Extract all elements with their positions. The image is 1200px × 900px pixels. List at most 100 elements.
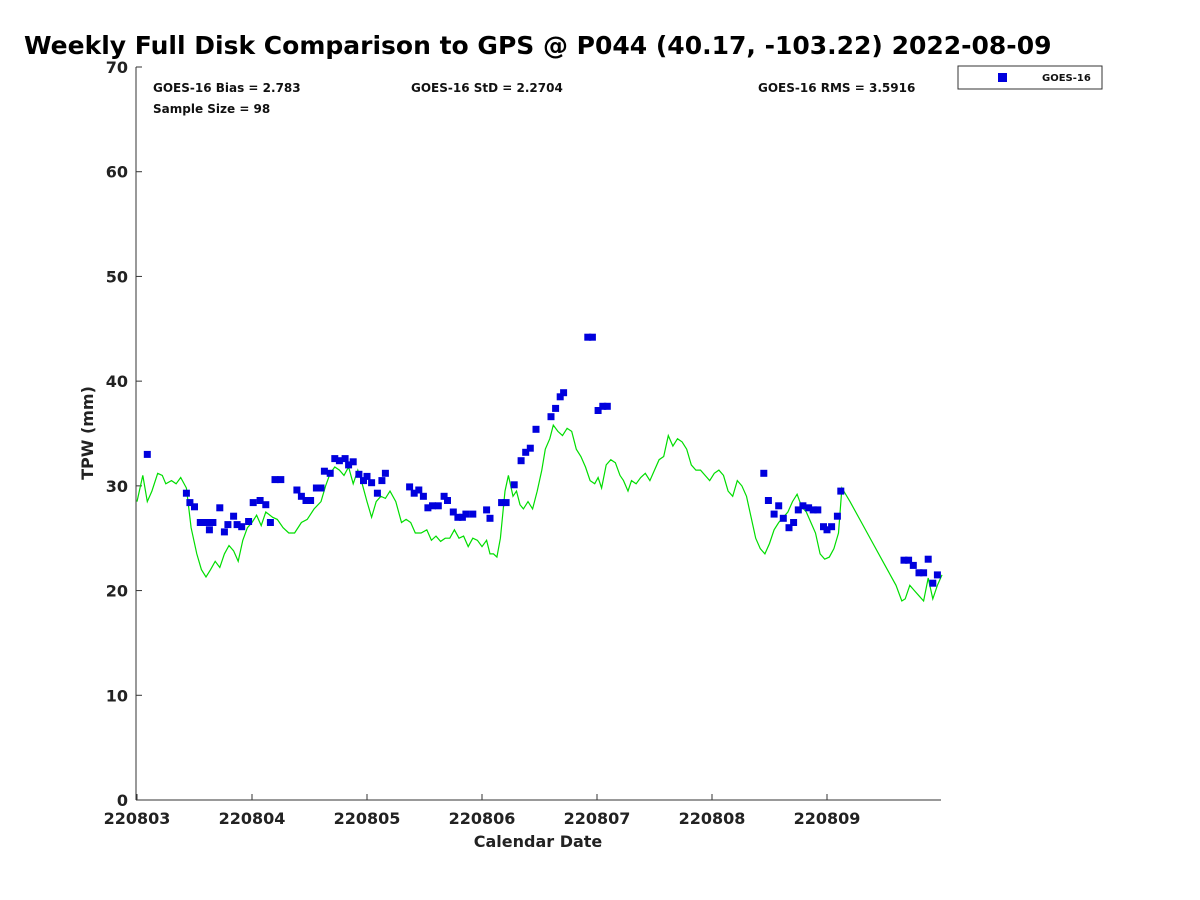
data-point-goes16 [805,504,813,512]
data-point-goes16 [444,497,451,504]
data-point-goes16 [799,502,807,510]
data-point-goes16 [517,457,525,465]
x-ticks: 220803 220804 220805 220806 220807 220808 2208… [104,794,861,828]
data-point-goes16 [556,393,564,401]
data-point-goes16 [238,523,246,531]
data-point-goes16 [526,444,534,452]
data-point-goes16 [532,425,540,433]
data-point-goes16 [588,333,596,341]
y-tick-label: 40 [106,372,128,391]
data-point-goes16 [245,518,253,525]
data-point-goes16 [360,477,367,485]
data-point-goes16 [498,499,506,507]
data-point-goes16 [271,476,279,484]
data-point-goes16 [424,504,432,512]
data-point-goes16 [209,519,217,526]
data-point-goes16 [486,514,494,522]
data-point-goes16 [216,504,224,512]
data-point-goes16 [355,470,363,478]
legend-label-goes16: GOES-16 [1042,73,1091,84]
data-point-goes16 [202,519,210,526]
data-point-goes16 [779,514,787,522]
data-point-goes16 [182,489,190,497]
data-point-goes16 [764,497,772,504]
data-point-goes16 [522,448,530,456]
x-tick-label: 220804 [219,809,286,828]
data-point-goes16 [785,524,793,532]
data-point-goes16 [419,492,427,500]
data-point-goes16 [814,506,822,514]
data-point-goes16 [909,561,917,569]
data-point-goes16 [924,555,932,563]
data-point-goes16 [381,469,389,477]
y-tick-label: 70 [106,58,128,77]
data-point-goes16 [775,502,783,510]
x-tick-label: 220808 [679,809,746,828]
data-point-goes16 [335,457,343,465]
x-tick-label: 220809 [794,809,861,828]
data-point-goes16 [363,472,371,480]
data-point-goes16 [900,556,908,564]
x-tick-label: 220803 [104,809,171,828]
data-point-goes16 [320,467,328,475]
data-point-goes16 [905,556,913,564]
data-point-goes16 [406,483,414,491]
data-point-goes16 [349,458,357,466]
data-point-goes16 [502,499,510,507]
data-point-goes16 [297,492,305,500]
data-point-goes16 [277,476,285,484]
data-point-goes16 [790,519,798,526]
data-point-goes16 [345,461,353,469]
data-point-goes16 [196,519,204,526]
data-point-goes16 [205,526,213,534]
data-point-goes16 [341,455,349,463]
y-tick-label: 30 [106,477,128,496]
data-point-goes16 [266,519,274,526]
data-point-goes16 [415,486,423,494]
data-point-goes16 [469,510,477,518]
legend-marker-goes16 [998,73,1007,82]
data-point-goes16 [317,484,325,492]
data-point-goes16 [794,506,802,514]
data-point-goes16 [449,508,457,516]
data-point-goes16 [368,479,376,487]
data-point-goes16 [915,569,923,577]
x-axis-label: Calendar Date [474,832,603,851]
data-point-goes16 [833,512,841,520]
y-axis-label: TPW (mm) [78,386,97,480]
data-point-goes16 [594,407,602,414]
data-point-goes16 [823,526,831,534]
data-point-goes16 [230,512,238,520]
data-point-goes16 [929,579,937,587]
x-tick-label: 220806 [449,809,516,828]
series-points [143,333,941,587]
data-point-goes16 [233,521,241,529]
y-tick-label: 10 [106,686,128,705]
data-point-goes16 [220,528,228,536]
legend-box [957,65,1103,90]
data-point-goes16 [560,389,568,397]
data-point-goes16 [191,503,198,511]
x-tick-label: 220807 [564,809,631,828]
data-point-goes16 [828,523,836,531]
data-point-goes16 [760,469,768,477]
data-point-goes16 [143,450,151,458]
data-point-goes16 [809,506,817,514]
stat-std: GOES-16 StD = 2.2704 [411,81,563,95]
data-point-goes16 [462,510,470,518]
y-ticks: 0 10 20 30 40 50 60 70 [106,58,142,810]
data-point-goes16 [483,506,491,514]
data-point-goes16 [224,521,232,529]
data-point-goes16 [331,455,339,463]
data-point-goes16 [599,402,607,410]
data-point-goes16 [837,487,845,495]
data-point-goes16 [307,497,315,504]
stat-sample-size: Sample Size = 98 [153,102,270,116]
data-point-goes16 [293,486,301,494]
data-point-goes16 [933,571,941,579]
y-tick-label: 50 [106,267,128,286]
data-point-goes16 [584,333,592,341]
data-point-goes16 [312,484,320,492]
x-tick-label: 220805 [334,809,401,828]
data-point-goes16 [920,569,928,577]
